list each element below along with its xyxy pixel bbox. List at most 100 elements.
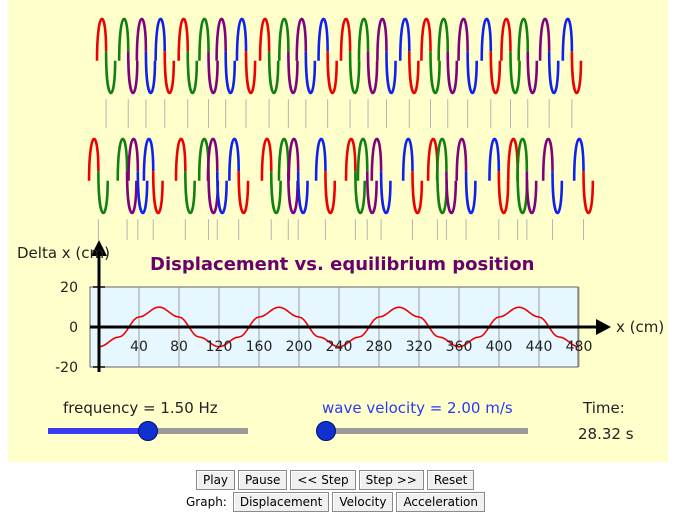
wave-strand-bottom [116,137,129,181]
wave-strand-top [186,51,199,95]
wave-strand-top [526,51,539,95]
step-back-button[interactable]: << Step [290,470,356,490]
series-line [98,306,580,348]
x-tick-label: 320 [406,339,433,355]
displacement-graph: 40 80 120 160 200 240 280 320 360 400 440 480 200-2… [55,240,611,376]
wave-strand-top [267,51,280,95]
wave-strand-top [366,51,379,95]
wave-strand-top [509,51,521,95]
wave-strand-top [95,17,108,61]
wave-strand-bottom [455,137,468,181]
y-tick-label: 20 [60,280,78,296]
graph-label: Graph: [186,495,227,509]
simulation-panel: 40 80 120 160 200 240 280 320 360 400 440 480 20 0 -2… [8,0,668,462]
wave-strand-top [287,51,299,95]
wave-strand-bottom [127,137,140,181]
wave-strand-top [348,51,361,95]
x-axis-arrow [596,319,611,335]
acceleration-button[interactable]: Acceleration [396,492,486,512]
wave-strand-bottom [125,171,138,215]
wave-strand-bottom [97,171,110,215]
wave-strand-top [126,51,139,95]
wave-strand-top [304,51,317,95]
time-value: 28.32 s [578,425,634,443]
wave-strand-bottom [324,171,337,215]
wave-strand-top [420,17,432,61]
wave-strand-top [144,51,157,95]
wave-strand-top [177,17,190,61]
x-tick-label: 360 [446,339,473,355]
wave-strand-top [538,17,551,61]
wave-strand-top [446,51,459,95]
reset-button[interactable]: Reset [426,470,475,490]
wave-strand-bottom [269,171,282,215]
wave-strand-bottom [464,171,477,215]
wave-strand-top [104,51,117,95]
wave-strand-top [235,17,248,61]
x-tick-label: 160 [246,339,273,355]
wave-strand-bottom [174,137,187,181]
wave-strand-top [295,17,308,61]
wave-strand-bottom [228,137,240,181]
wave-strand-top [278,17,290,61]
wave-strand-bottom [365,171,378,215]
y-axis-label: Delta x (cm) [17,244,110,262]
wave-strand-top [547,51,560,95]
wave-strand-top [135,17,148,61]
wave-strand-bottom [184,171,196,215]
velocity-slider-knob[interactable] [316,421,336,441]
wave-strand-top [154,17,167,61]
wave-strand-bottom [142,137,155,181]
frequency-slider-knob[interactable] [138,421,158,441]
wave-strand-top [163,51,176,95]
wave-strand-bottom [344,137,357,181]
wave-strand-top [207,51,219,95]
pause-button[interactable]: Pause [238,470,288,490]
velocity-button[interactable]: Velocity [332,492,394,512]
frequency-slider-fill [48,428,148,434]
wave-strand-bottom [370,137,383,181]
wave-strand-bottom [87,137,100,181]
wave-strand-top [408,51,420,95]
wave-strand-top [117,17,130,61]
frequency-label: frequency = 1.50 Hz [63,399,218,417]
velocity-slider-track[interactable] [318,428,528,434]
wave-strand-top [376,17,388,61]
play-button[interactable]: Play [196,470,236,490]
wave-strand-bottom [206,137,219,181]
wave-strand-top [215,17,227,61]
wave-strand-top [224,51,237,95]
x-tick-label: 480 [566,339,593,355]
y-axis-arrow [91,240,107,256]
wave-strand-bottom [411,171,424,215]
wave-strand-top [198,17,210,61]
wave-strand-top [466,51,479,95]
wave-strand-top [500,17,512,61]
wave-strand-bottom [379,171,392,215]
wave-strand-bottom [151,171,164,215]
x-tick-label: 440 [526,339,553,355]
wave-strand-top [244,51,257,95]
wave-strand-bottom [401,137,414,181]
wave-animation [87,17,595,240]
wave-strand-top [429,51,441,95]
wave-strand-bottom [356,137,369,181]
wave-strand-bottom [314,137,327,181]
displacement-button[interactable]: Displacement [232,492,330,512]
step-forward-button[interactable]: Step >> [358,470,424,490]
wave-strand-top [480,17,493,61]
wave-strand-top [339,17,352,61]
x-axis-label: x (cm) [616,318,665,336]
x-tick-label: 200 [286,339,313,355]
y-tick-label: 0 [69,320,78,336]
wave-strand-bottom [551,171,564,215]
graph-title: Displacement vs. equilibrium position [150,254,535,275]
x-tick-label: 400 [486,339,513,355]
wave-strand-bottom [260,137,273,181]
y-tick-label: -20 [55,360,78,376]
velocity-label: wave velocity = 2.00 m/s [322,399,513,417]
wave-strand-top [398,17,411,61]
wave-strand-top [437,17,450,61]
wave-strand-bottom [237,171,250,215]
wave-strand-bottom [572,137,585,181]
